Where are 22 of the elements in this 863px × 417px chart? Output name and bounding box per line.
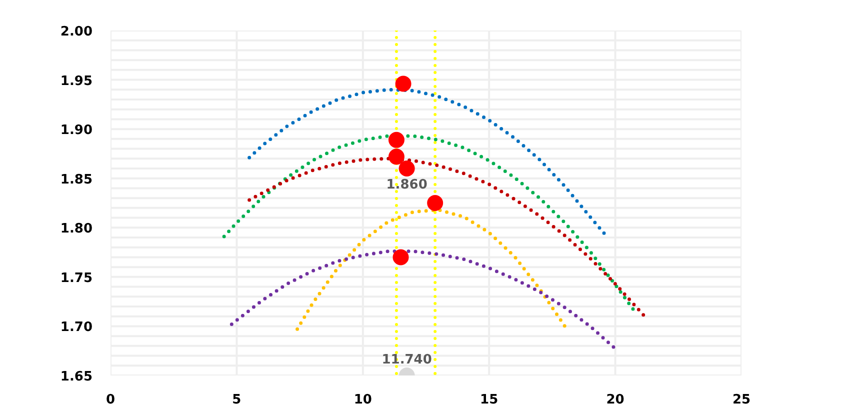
y-tick-label: 1.95 (60, 74, 93, 89)
x-tick-label: 20 (606, 392, 624, 408)
point (388, 132, 404, 148)
x-tick-label: 15 (480, 392, 498, 408)
annotation: 1.860 (386, 178, 428, 192)
y-tick-label: 1.85 (60, 172, 93, 188)
point (398, 160, 415, 176)
x-tick-label: 10 (354, 392, 372, 408)
point (427, 195, 444, 211)
y-tick-label: 2.00 (60, 24, 93, 40)
y-tick-label: 1.80 (60, 222, 93, 237)
annotation: 11.740 (382, 352, 432, 368)
x-tick-label: 5 (232, 392, 242, 408)
point (392, 249, 409, 266)
point (388, 148, 404, 165)
point (395, 76, 412, 92)
y-tick-label: 1.70 (60, 320, 93, 336)
y-tick-label: 1.75 (60, 270, 93, 286)
y-tick-label: 1.65 (60, 370, 93, 384)
y-tick-label: 1.90 (60, 123, 93, 138)
x-tick-label: 0 (106, 392, 116, 408)
x-tick-label: 25 (732, 392, 751, 408)
